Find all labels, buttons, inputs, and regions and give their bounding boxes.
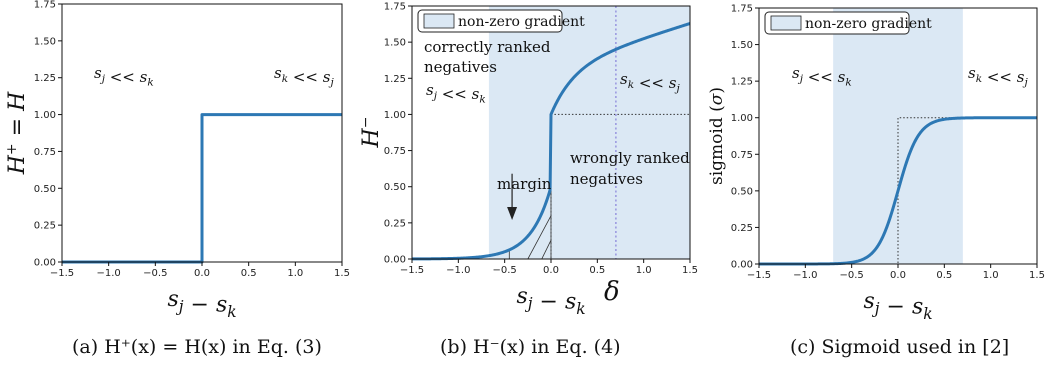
x-tick-label: 0.5 <box>936 270 952 281</box>
y-tick-label: 0.75 <box>731 150 753 161</box>
y-tick-label: 0.75 <box>34 147 56 158</box>
x-tick-label: 1.5 <box>1029 270 1045 281</box>
annotation-wrongly-ranked: wrongly ranked <box>570 149 690 167</box>
annotation-sj-less-sk: sj << sk <box>94 64 154 89</box>
x-axis-label: sj − sk <box>863 289 932 323</box>
margin-hatch-line <box>527 215 552 260</box>
y-tick-label: 1.50 <box>384 38 406 49</box>
margin-arrowhead <box>507 206 518 220</box>
annotation-sk-less-sj: sk << sj <box>968 64 1028 89</box>
x-tick-label: −1.0 <box>446 265 470 276</box>
x-tick-label: 1.5 <box>682 265 698 276</box>
x-tick-label: 0.5 <box>589 265 605 276</box>
x-tick-label: 0.0 <box>194 268 210 279</box>
y-axis-label: H+ = H <box>4 91 30 175</box>
caption-b: (b) H⁻(x) in Eq. (4) <box>440 336 621 358</box>
y-tick-label: 1.75 <box>731 4 753 15</box>
x-tick-label: −1.0 <box>793 270 817 281</box>
annotation-sj-less-sk: sj << sk <box>792 64 852 89</box>
legend: non-zero gradient <box>764 11 932 35</box>
chart-c: −1.5 −1.0 −0.5 0.0 0.5 1.0 1.5 0.00 0.25 0.50 0.75… <box>731 4 1045 324</box>
chart-a: −1.5 −1.0 −0.5 0.0 0.5 1.0 1.5 0.00 0.25 0.50 0.75… <box>34 0 350 321</box>
x-tick-label: −1.5 <box>747 270 771 281</box>
annotation-sk-less-sj: sk << sj <box>274 64 334 89</box>
y-tick-label: 0.50 <box>384 182 406 193</box>
margin-hatch-line <box>541 240 552 260</box>
legend-swatch <box>770 15 802 31</box>
y-tick-label: 1.25 <box>731 77 753 88</box>
annotation-correctly-ranked: correctly ranked <box>424 38 551 56</box>
y-tick-label: 0.25 <box>731 223 753 234</box>
y-tick-label: 0.00 <box>384 255 406 266</box>
y-tick-label: 0.25 <box>384 218 406 229</box>
x-tick-label: −0.5 <box>493 265 517 276</box>
y-tick-label: 0.25 <box>34 221 56 232</box>
y-axis-label: H− <box>358 117 384 149</box>
annotation-negatives: negatives <box>570 170 643 188</box>
x-tick-label: −0.5 <box>143 268 167 279</box>
y-tick-label: 0.50 <box>731 186 753 197</box>
annotation-delta: δ <box>604 277 620 307</box>
y-tick-label: 0.00 <box>34 258 56 269</box>
y-tick-label: 0.75 <box>384 146 406 157</box>
figure: −1.5 −1.0 −0.5 0.0 0.5 1.0 1.5 0.00 0.25 0.50 0.75… <box>4 0 1045 324</box>
legend-label: non-zero gradient <box>805 16 932 32</box>
x-tick-label: −1.5 <box>400 265 424 276</box>
y-tick-label: 1.50 <box>34 36 56 47</box>
x-tick-label: 0.0 <box>890 270 906 281</box>
annotation-margin: margin <box>497 175 552 193</box>
x-tick-label: 1.0 <box>983 270 999 281</box>
legend-swatch <box>423 13 455 29</box>
x-axis-label: sj − sk <box>167 287 236 321</box>
x-tick-label: 1.5 <box>334 268 350 279</box>
x-axis-label: sj − sk <box>516 284 585 318</box>
annotation-sk-less-sj: sk << sj <box>620 70 680 95</box>
x-tick-label: 1.0 <box>636 265 652 276</box>
annotation-negatives: negatives <box>424 58 497 76</box>
non-zero-gradient-region <box>488 6 690 259</box>
y-tick-label: 1.25 <box>384 74 406 85</box>
x-tick-label: −1.5 <box>50 268 74 279</box>
x-tick-label: −1.0 <box>97 268 121 279</box>
caption-a: (a) H⁺(x) = H(x) in Eq. (3) <box>72 336 322 358</box>
y-tick-label: 0.50 <box>34 184 56 195</box>
legend-label: non-zero gradient <box>458 14 585 30</box>
x-tick-label: 0.5 <box>241 268 257 279</box>
y-tick-label: 1.75 <box>384 2 406 13</box>
y-tick-label: 1.75 <box>34 0 56 11</box>
y-tick-label: 0.00 <box>731 260 753 271</box>
y-axis-label: sigmoid (σ) <box>707 87 727 185</box>
series-line <box>411 22 691 261</box>
x-tick-label: 0.0 <box>543 265 559 276</box>
series-line <box>62 113 342 264</box>
annotation-sj-less-sk: sj << sk <box>426 81 486 106</box>
y-tick-label: 1.25 <box>34 73 56 84</box>
y-tick-label: 1.00 <box>731 113 753 124</box>
x-tick-label: 1.0 <box>287 268 303 279</box>
legend: non-zero gradient <box>417 9 585 33</box>
y-tick-label: 1.00 <box>34 110 56 121</box>
y-tick-label: 1.00 <box>384 110 406 121</box>
y-tick-label: 1.50 <box>731 40 753 51</box>
x-tick-label: −0.5 <box>840 270 864 281</box>
chart-b: −1.5 −1.0 −0.5 0.0 0.5 1.0 1.5 0.00 0.25 0.50 0.75… <box>384 2 698 319</box>
caption-c: (c) Sigmoid used in [2] <box>790 336 1010 358</box>
